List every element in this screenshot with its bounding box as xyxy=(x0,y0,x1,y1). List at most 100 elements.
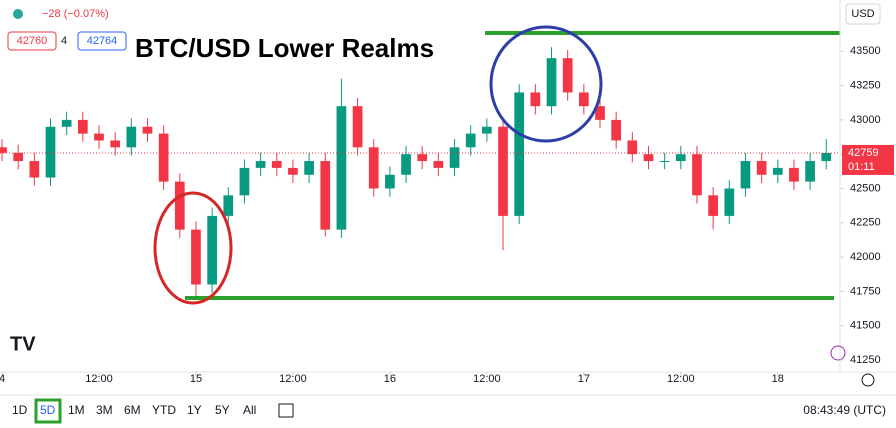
annotation-title: BTC/USD Lower Realms xyxy=(135,33,434,63)
last-price-box xyxy=(842,144,894,175)
range-button[interactable]: 1D xyxy=(12,403,28,417)
candle-body xyxy=(789,167,799,182)
candle-body xyxy=(546,58,557,107)
clock: 08:43:49 (UTC) xyxy=(803,403,886,417)
candle-body xyxy=(126,126,137,148)
bid: 42760 xyxy=(17,35,48,47)
candle-body xyxy=(805,161,815,182)
x-tick-label: 12:00 xyxy=(667,373,695,385)
y-tick-label: 41500 xyxy=(850,320,881,332)
logo: TV xyxy=(10,333,36,355)
candle-body xyxy=(401,154,411,175)
last-price: 42759 xyxy=(848,147,879,159)
candle-body xyxy=(449,147,460,168)
currency: USD xyxy=(851,8,874,20)
candle-body xyxy=(627,140,638,155)
range-button[interactable]: All xyxy=(243,403,256,417)
candle-body xyxy=(45,126,56,178)
candle-body xyxy=(368,147,379,189)
candle-body xyxy=(94,133,104,141)
candle-body xyxy=(595,106,605,120)
y-tick-label: 43250 xyxy=(850,79,881,91)
red-circle xyxy=(153,191,233,305)
candle-body xyxy=(740,161,751,189)
candle-body xyxy=(142,126,153,134)
blue-circle xyxy=(489,25,603,143)
candle-body xyxy=(304,161,314,175)
candle-body xyxy=(692,154,702,196)
range-button[interactable]: 1M xyxy=(68,403,85,417)
y-tick-label: 41750 xyxy=(850,285,881,297)
currency-box[interactable] xyxy=(845,3,881,25)
y-tick-label: 41250 xyxy=(850,354,881,366)
x-tick-label: 15 xyxy=(190,373,202,385)
y-tick-label: 42000 xyxy=(850,251,881,263)
candle-body xyxy=(255,161,266,168)
spread: 4 xyxy=(61,35,67,47)
candle-body xyxy=(498,126,508,216)
x-tick-label: 12:00 xyxy=(473,373,501,385)
range-button[interactable]: 3M xyxy=(96,403,113,417)
candle-body xyxy=(465,133,476,148)
ask-box[interactable] xyxy=(77,31,127,51)
candle-body xyxy=(514,92,525,216)
toolbar: 1D 5D 1M 3M 6M YTD 1Y 5Y All 08:43:49 (UTC) xyxy=(12,398,886,424)
candle-body xyxy=(191,229,201,285)
range-button[interactable]: YTD xyxy=(152,403,176,417)
candle-body xyxy=(336,106,347,230)
x-tick-label: 12:00 xyxy=(85,373,113,385)
x-tick-label: 16 xyxy=(384,373,396,385)
x-tick-label: 12:00 xyxy=(279,373,307,385)
candle-body xyxy=(13,152,24,162)
candle-body xyxy=(174,181,185,230)
y-tick-label: 43500 xyxy=(850,45,881,57)
candle-body xyxy=(0,147,7,153)
status-dot xyxy=(13,9,23,19)
candle-body xyxy=(433,161,444,168)
bid-box[interactable] xyxy=(7,31,57,51)
x-tick-label: 4 xyxy=(0,373,5,385)
candle-body xyxy=(675,154,686,162)
range-selected xyxy=(34,398,62,424)
candle-body xyxy=(385,174,395,189)
candle-body xyxy=(223,195,234,216)
candle-body xyxy=(482,126,492,134)
candle-body xyxy=(821,152,832,162)
candle-body xyxy=(239,167,250,196)
candle-body xyxy=(110,140,120,148)
candle-body xyxy=(29,161,40,178)
candle-body xyxy=(756,161,767,175)
candle-body xyxy=(158,133,169,182)
candle-body xyxy=(562,58,573,93)
candle-body xyxy=(320,161,331,230)
lightning-icon[interactable] xyxy=(830,345,846,361)
candle-body xyxy=(643,154,654,162)
candle-body xyxy=(417,154,428,162)
countdown: 01:11 xyxy=(848,161,875,173)
change: −28 (−0.07%) xyxy=(42,8,109,20)
settings-icon[interactable] xyxy=(861,373,875,387)
y-tick-label: 43000 xyxy=(850,114,881,126)
candle-body xyxy=(772,167,783,175)
range-button[interactable]: 5D xyxy=(40,403,56,417)
candle-body xyxy=(61,119,72,127)
range-button[interactable]: 6M xyxy=(124,403,141,417)
x-tick-label: 18 xyxy=(772,373,784,385)
range-button[interactable]: 5Y xyxy=(215,403,230,417)
calendar-icon[interactable] xyxy=(278,403,294,418)
candle-body xyxy=(288,167,298,175)
candle-body xyxy=(352,106,363,148)
range-button[interactable]: 1Y xyxy=(187,403,202,417)
candle-body xyxy=(708,195,718,216)
candle-body xyxy=(578,92,589,107)
candle-body xyxy=(77,119,88,134)
candle-body xyxy=(611,119,622,141)
candle-body xyxy=(724,188,735,216)
candle-body xyxy=(659,161,670,163)
candle-body xyxy=(271,161,282,168)
candle-body xyxy=(530,92,541,107)
ask: 42764 xyxy=(87,35,118,47)
y-tick-label: 42250 xyxy=(850,217,881,229)
